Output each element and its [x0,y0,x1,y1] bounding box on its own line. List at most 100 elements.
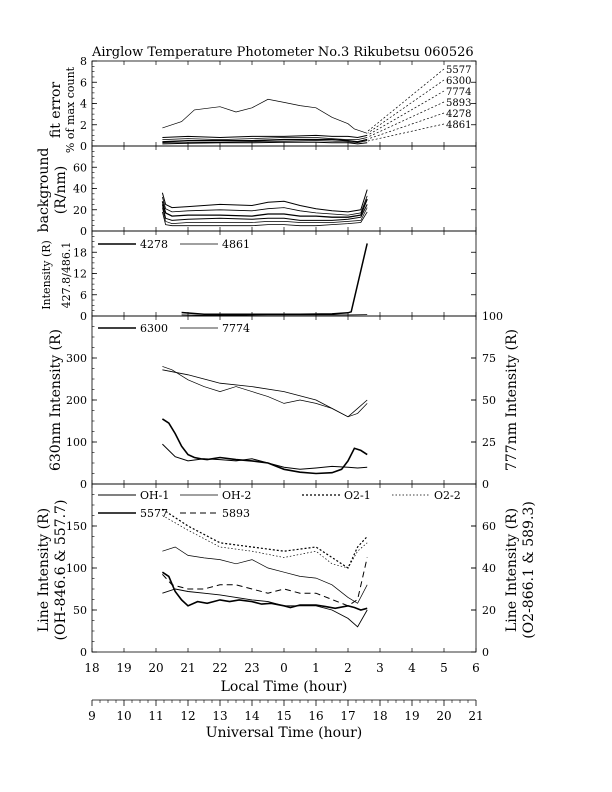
y-tick-label: 60 [73,161,87,174]
series-line-b2 [162,195,368,216]
ut-tick-label: 17 [340,709,355,723]
ut-tick-label: 19 [404,709,419,723]
series-label: 4278 [446,109,471,120]
series-label: 4861 [446,120,471,131]
y-axis-title: (R/nm) [53,166,69,214]
legend-label: OH-2 [222,489,251,502]
ut-tick-label: 11 [148,709,163,723]
ut-tick-label: 9 [88,709,96,723]
panel-fit-error: 0 2 4 6 8 [80,55,477,153]
y-right-tick-label: 0 [482,478,489,491]
lt-tick-label: 4 [408,661,416,675]
y-tick-label: 18 [73,246,87,259]
ut-tick-label: 18 [372,709,387,723]
y-axis-title: (OH-846.6 & 557.7) [53,500,69,641]
panel-frame [91,60,477,147]
y-tick-label: 150 [66,520,87,533]
y-tick-label: 0 [80,310,87,323]
series-label: 5577 [446,65,471,76]
series-line-b3 [161,198,368,218]
legend-label: 6300 [140,322,168,335]
y-tick-label: 6 [80,76,87,89]
lt-tick-label: 23 [244,661,259,675]
leader-line [367,79,445,134]
series-line-O2-1 [162,508,368,569]
series-label: 6300 [446,76,471,87]
series-line-OH-2 [162,546,368,604]
ut-tick-label: 12 [180,709,195,723]
series-line-OH-1 [162,588,368,628]
y-right-tick-label: 75 [482,352,496,365]
y-axis-title: fit error [48,82,64,139]
ut-tick-label: 21 [468,709,483,723]
series-line-5577 [162,98,368,134]
ut-tick-label: 10 [116,709,131,723]
y-tick-label: 6 [80,289,87,302]
y-tick-label: 0 [80,478,87,491]
series-line-6300 [161,418,368,475]
legend-label: 5893 [222,507,250,520]
y-tick-label: 100 [66,562,87,575]
series-line-s2 [162,134,368,139]
y-tick-label: 0 [80,646,87,659]
lt-tick-label: 20 [148,661,163,675]
y-tick-label: 2 [80,119,87,132]
lt-tick-label: 2 [344,661,352,675]
series-line-7774 [162,366,368,418]
leader-line [367,123,445,142]
lt-tick-label: 5 [440,661,448,675]
series-line-4278 [181,243,368,315]
y-right-tick-label: 20 [482,604,496,617]
legend-label: 4861 [222,238,250,251]
series-line-O2-2 [162,515,368,569]
legend-label: O2-2 [434,489,461,502]
lt-tick-label: 3 [376,661,384,675]
series-line-s3 [162,137,368,141]
lt-tick-label: 1 [312,661,320,675]
lt-tick-label: 0 [280,661,288,675]
y-tick-label: 0 [80,140,87,153]
panel-background: 0 20 40 60 [73,145,477,238]
leader-line [367,101,445,138]
ut-tick-label: 14 [244,709,260,723]
lt-tick-label: 19 [116,661,131,675]
series-line-s5 [162,140,368,144]
lt-axis-title: Local Time (hour) [221,679,348,695]
y-tick-label: 300 [66,352,87,365]
lt-tick-label: 22 [212,661,227,675]
y-axis-title-right: (O2-866.1 & 589.3) [521,501,537,639]
series-line-b6 [162,211,368,227]
legend-label: 7774 [222,322,250,335]
legend-label: 4278 [140,238,168,251]
series-line-4861 [181,314,368,316]
y-axis-title: Line Intensity (R) [36,508,52,632]
y-tick-label: 8 [80,55,87,68]
y-tick-label: 50 [73,604,87,617]
panel-oi-red-nir: 0 100 200 300 0 25 50 75 100 [66,310,503,491]
y-axis-title: 630nm Intensity (R) [48,329,64,471]
ut-tick-label: 16 [308,709,323,723]
leader-line [367,112,445,140]
ut-axis-title: Universal Time (hour) [206,725,363,741]
ut-tick-label: 15 [276,709,291,723]
y-right-tick-label: 50 [482,394,496,407]
y-tick-label: 100 [66,436,87,449]
y-right-tick-label: 40 [482,562,496,575]
series-line-o3 [162,443,368,470]
y-tick-label: 0 [80,225,87,238]
ut-tick-label: 13 [212,709,227,723]
lt-tick-label: 6 [472,661,480,675]
ut-tick-label: 20 [436,709,451,723]
lt-tick-label: 18 [84,661,99,675]
series-line-5577 [161,571,368,611]
panel-frame [91,315,477,485]
y-axis-title: % of max count [64,66,77,153]
panel-oh-o2-557-589: 0 50 100 150 0 20 40 60 [66,483,496,659]
series-line-b4 [161,204,368,221]
y-tick-label: 200 [66,394,87,407]
series-label: 7774 [446,87,471,98]
panel-n2-hbeta: 0 6 12 18 [73,230,477,323]
series-line-o4 [162,369,368,418]
legend-label: O2-1 [344,489,371,502]
